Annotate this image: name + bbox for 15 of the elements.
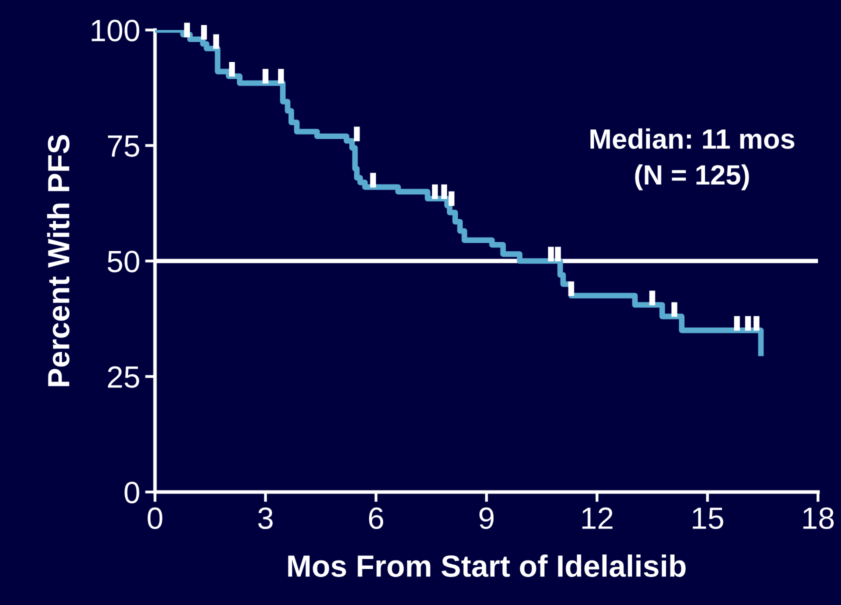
x-tick-label: 15 bbox=[692, 508, 724, 530]
x-tick-label: 9 bbox=[479, 507, 494, 530]
x-tick-label: 18 bbox=[803, 507, 834, 530]
x-tick-label: 12 bbox=[582, 507, 612, 529]
y-tick-label: 0 bbox=[124, 482, 140, 504]
annotation: Median: 11 mos (N = 125) bbox=[590, 128, 794, 190]
y-tick-label: 25 bbox=[108, 366, 140, 388]
y-tick-label: 100 bbox=[92, 20, 140, 42]
y-axis-title: Percent With PFS bbox=[47, 134, 70, 386]
x-axis-title: Mos From Start of Idelalisib bbox=[288, 554, 686, 577]
y-tick-label: 50 bbox=[108, 250, 140, 272]
x-tick-label: 0 bbox=[148, 507, 162, 530]
y-tick-label: 75 bbox=[108, 136, 140, 157]
x-tick-label: 3 bbox=[258, 507, 273, 530]
x-tick-label: 6 bbox=[369, 507, 384, 530]
